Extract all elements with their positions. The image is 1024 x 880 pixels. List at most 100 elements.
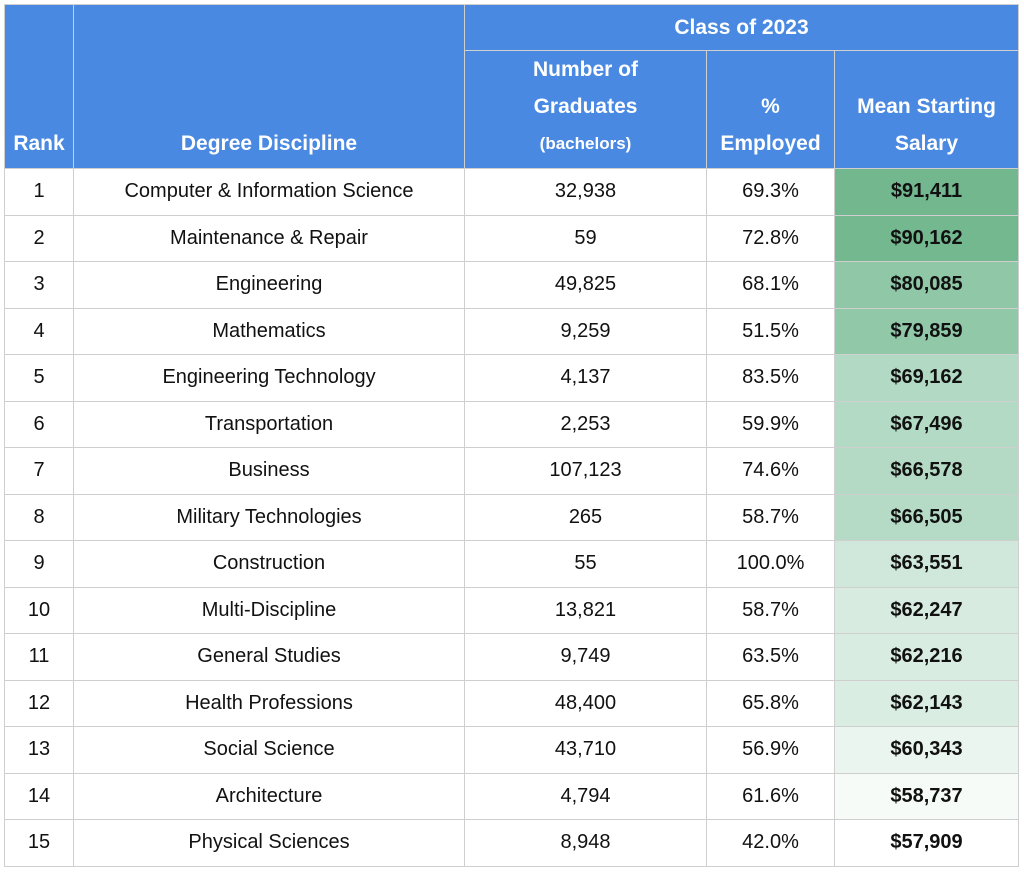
table-row: 9 Construction 55 100.0% $63,551: [4, 540, 1020, 588]
employed-cell: 42.0%: [706, 819, 835, 867]
employed-cell: 51.5%: [706, 307, 835, 355]
rank-cell: 10: [4, 586, 74, 634]
graduates-cell: 265: [464, 493, 707, 541]
discipline-cell: Maintenance & Repair: [73, 214, 465, 262]
rank-cell: 4: [4, 307, 74, 355]
table-row: 4 Mathematics 9,259 51.5% $79,859: [4, 307, 1020, 355]
header-graduates-line1: Number of: [533, 58, 638, 81]
rank-cell: 15: [4, 819, 74, 867]
graduates-cell: 43,710: [464, 726, 707, 774]
rank-cell: 1: [4, 168, 74, 216]
salary-cell: $91,411: [833, 168, 1020, 216]
salary-cell: $58,737: [833, 772, 1020, 820]
employed-cell: 83.5%: [706, 354, 835, 402]
salary-cell: $66,578: [833, 447, 1020, 495]
header-rank: Rank: [4, 4, 74, 169]
rank-cell: 2: [4, 214, 74, 262]
header-employed-line2: Employed: [720, 132, 821, 155]
salary-cell: $90,162: [833, 214, 1020, 262]
salary-table: Rank Degree Discipline Class of 2023 Num…: [4, 4, 1020, 867]
graduates-cell: 2,253: [464, 400, 707, 448]
discipline-cell: Transportation: [73, 400, 465, 448]
discipline-cell: Health Professions: [73, 679, 465, 727]
table-row: 6 Transportation 2,253 59.9% $67,496: [4, 400, 1020, 448]
header-row-columns: Number of Graduates (bachelors) % Employ…: [5, 50, 1020, 169]
graduates-cell: 59: [464, 214, 707, 262]
employed-cell: 61.6%: [706, 772, 835, 820]
discipline-cell: Business: [73, 447, 465, 495]
discipline-cell: Engineering Technology: [73, 354, 465, 402]
rank-cell: 14: [4, 772, 74, 820]
graduates-cell: 9,749: [464, 633, 707, 681]
employed-cell: 74.6%: [706, 447, 835, 495]
salary-cell: $80,085: [833, 261, 1020, 309]
table-row: 14 Architecture 4,794 61.6% $58,737: [4, 772, 1020, 820]
graduates-cell: 107,123: [464, 447, 707, 495]
graduates-cell: 55: [464, 540, 707, 588]
header-salary-line2: Salary: [894, 132, 959, 155]
header-employed-line1: %: [761, 95, 780, 118]
employed-cell: 59.9%: [706, 400, 835, 448]
graduates-cell: 48,400: [464, 679, 707, 727]
rank-cell: 13: [4, 726, 74, 774]
table-row: 5 Engineering Technology 4,137 83.5% $69,162: [4, 354, 1020, 402]
discipline-cell: Multi-Discipline: [73, 586, 465, 634]
salary-cell: $62,216: [833, 633, 1020, 681]
table-row: 8 Military Technologies 265 58.7% $66,505: [4, 493, 1020, 541]
header-graduates-line2: Graduates: [533, 95, 638, 118]
graduates-cell: 4,137: [464, 354, 707, 402]
employed-cell: 65.8%: [706, 679, 835, 727]
header-graduates-line3: (bachelors): [539, 134, 632, 153]
discipline-cell: Engineering: [73, 261, 465, 309]
salary-cell: $62,247: [833, 586, 1020, 634]
salary-cell: $69,162: [833, 354, 1020, 402]
employed-cell: 58.7%: [706, 493, 835, 541]
table-row: 15 Physical Sciences 8,948 42.0% $57,909: [4, 819, 1020, 867]
graduates-cell: 4,794: [464, 772, 707, 820]
header-row-group: Rank Degree Discipline Class of 2023: [4, 4, 1020, 169]
employed-cell: 72.8%: [706, 214, 835, 262]
header-salary: Mean Starting Salary: [833, 50, 1020, 169]
table-row: 2 Maintenance & Repair 59 72.8% $90,162: [4, 214, 1020, 262]
salary-cell: $57,909: [833, 819, 1020, 867]
employed-cell: 69.3%: [706, 168, 835, 216]
employed-cell: 68.1%: [706, 261, 835, 309]
salary-cell: $79,859: [833, 307, 1020, 355]
salary-cell: $60,343: [833, 726, 1020, 774]
discipline-cell: Construction: [73, 540, 465, 588]
graduates-cell: 13,821: [464, 586, 707, 634]
salary-cell: $66,505: [833, 493, 1020, 541]
discipline-cell: Social Science: [73, 726, 465, 774]
discipline-cell: Military Technologies: [73, 493, 465, 541]
graduates-cell: 32,938: [464, 168, 707, 216]
salary-cell: $62,143: [833, 679, 1020, 727]
header-salary-line1: Mean Starting: [857, 95, 996, 118]
graduates-cell: 9,259: [464, 307, 707, 355]
table-row: 3 Engineering 49,825 68.1% $80,085: [4, 261, 1020, 309]
table-row: 13 Social Science 43,710 56.9% $60,343: [4, 726, 1020, 774]
header-class-group: Class of 2023: [463, 4, 1020, 51]
discipline-cell: Architecture: [73, 772, 465, 820]
discipline-cell: Physical Sciences: [73, 819, 465, 867]
table-row: 1 Computer & Information Science 32,938 69.…: [4, 168, 1020, 216]
rank-cell: 8: [4, 493, 74, 541]
employed-cell: 58.7%: [706, 586, 835, 634]
graduates-cell: 8,948: [464, 819, 707, 867]
employed-cell: 63.5%: [706, 633, 835, 681]
salary-cell: $63,551: [833, 540, 1020, 588]
employed-cell: 56.9%: [706, 726, 835, 774]
graduates-cell: 49,825: [464, 261, 707, 309]
rank-cell: 6: [4, 400, 74, 448]
table-row: 7 Business 107,123 74.6% $66,578: [4, 447, 1020, 495]
discipline-cell: Computer & Information Science: [73, 168, 465, 216]
header-employed: % Employed: [706, 50, 835, 169]
table-row: 10 Multi-Discipline 13,821 58.7% $62,247: [4, 586, 1020, 634]
employed-cell: 100.0%: [706, 540, 835, 588]
table-row: 11 General Studies 9,749 63.5% $62,216: [4, 633, 1020, 681]
rank-cell: 11: [4, 633, 74, 681]
header-graduates: Number of Graduates (bachelors): [464, 50, 707, 169]
table-row: 12 Health Professions 48,400 65.8% $62,143: [4, 679, 1020, 727]
header-discipline: Degree Discipline: [73, 4, 465, 169]
salary-cell: $67,496: [833, 400, 1020, 448]
discipline-cell: Mathematics: [73, 307, 465, 355]
